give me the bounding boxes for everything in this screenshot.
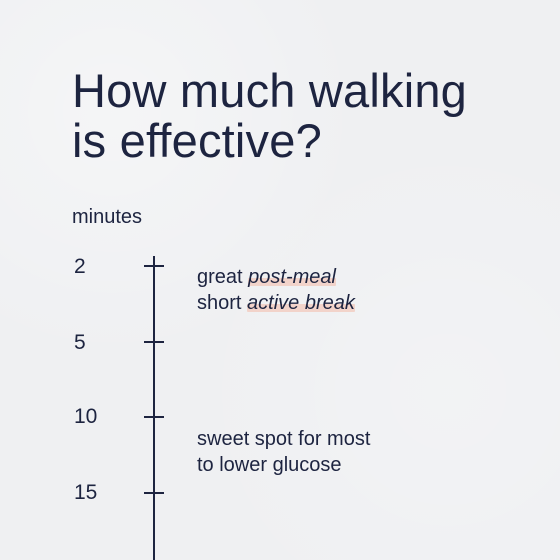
scale-unit-label: minutes (72, 206, 143, 228)
note-short-walk-highlight-post-meal: post-meal (248, 266, 336, 288)
note-sweet-spot-line-1: sweet spot for most (197, 428, 371, 450)
tick-label-15: 15 (74, 481, 98, 504)
scale-axis-line (153, 256, 155, 560)
note-short-walk: great post-meal short active break (197, 264, 355, 316)
note-short-walk-line-2: short active break (197, 290, 355, 316)
tick-mark-2 (144, 265, 164, 267)
note-short-walk-line-1-prefix: great (197, 266, 249, 288)
tick-mark-5 (144, 341, 164, 343)
title-line-2: is effective? (72, 114, 322, 167)
note-short-walk-line-2-prefix: short (197, 292, 248, 314)
tick-label-10: 10 (74, 405, 98, 428)
tick-label-2: 2 (74, 255, 86, 278)
tick-mark-10 (144, 416, 164, 418)
note-sweet-spot-line-2: to lower glucose (197, 454, 342, 476)
tick-label-5: 5 (74, 331, 86, 354)
page-title: How much walking is effective? (72, 66, 512, 166)
note-sweet-spot: sweet spot for most to lower glucose (197, 426, 370, 478)
note-short-walk-line-1: great post-meal (197, 264, 355, 290)
note-short-walk-highlight-active-break: active break (247, 292, 355, 314)
title-line-1: How much walking (72, 64, 468, 117)
tick-mark-15 (144, 492, 164, 494)
